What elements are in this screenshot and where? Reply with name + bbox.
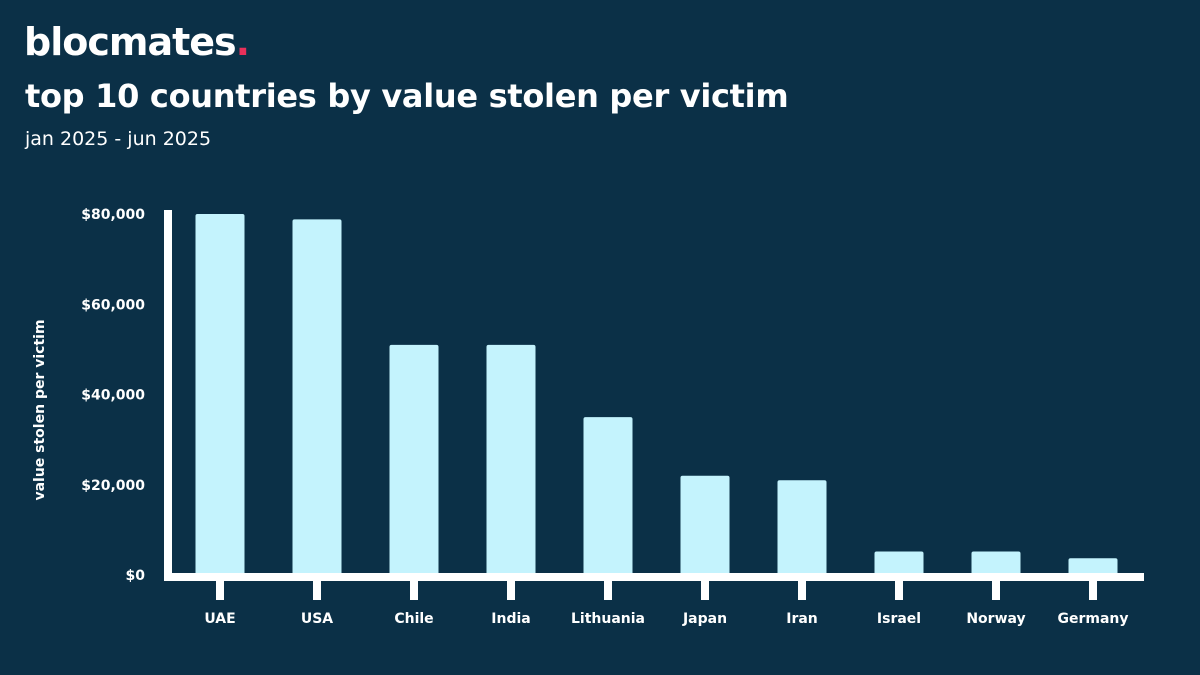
x-tick-mark	[216, 580, 224, 600]
bar-germany	[1068, 558, 1118, 575]
y-axis-line	[164, 210, 172, 580]
y-tick-label: $0	[126, 568, 146, 584]
bar-iran	[777, 480, 827, 575]
x-tick-label: Chile	[394, 611, 433, 627]
x-tick-label: Israel	[877, 611, 921, 627]
y-tick-labels: $0 $20,000 $40,000 $60,000 $80,000	[81, 207, 145, 584]
chart-title: top 10 countries by value stolen per vic…	[25, 77, 789, 115]
x-tick-mark	[604, 580, 612, 600]
x-tick-mark	[1089, 580, 1097, 600]
x-tick-label: India	[491, 611, 530, 627]
x-tick-mark	[410, 580, 418, 600]
chart-subtitle: jan 2025 - jun 2025	[25, 128, 212, 150]
bar-usa	[292, 219, 342, 576]
x-tick-mark	[798, 580, 806, 600]
x-tick-mark	[701, 580, 709, 600]
y-tick-label: $20,000	[81, 478, 145, 494]
y-tick-label: $80,000	[81, 207, 145, 223]
bars-group	[195, 214, 1118, 576]
x-tick-label: Lithuania	[571, 611, 645, 627]
bar-chile	[389, 344, 439, 575]
x-tick-label: Germany	[1057, 611, 1128, 627]
x-axis	[164, 573, 1144, 581]
y-tick-label: $40,000	[81, 388, 145, 404]
bar-lithuania	[583, 417, 633, 575]
x-axis-line	[164, 573, 1144, 581]
x-tick-label: UAE	[204, 611, 235, 627]
bar-india	[486, 344, 536, 575]
y-tick-label: $60,000	[81, 297, 145, 313]
x-tick-mark	[992, 580, 1000, 600]
brand-name: blocmates	[24, 20, 237, 64]
x-tick-label: USA	[301, 611, 333, 627]
x-tick-mark	[895, 580, 903, 600]
x-tick-label: Japan	[682, 611, 727, 627]
x-tick-mark	[507, 580, 515, 600]
brand-logo: blocmates.	[24, 18, 250, 66]
x-tick-label: Norway	[966, 611, 1025, 627]
x-ticks: UAE USA Chile India Lithuania Japan Iran Israel…	[204, 580, 1129, 627]
x-tick-mark	[313, 580, 321, 600]
x-tick-label: Iran	[786, 611, 818, 627]
y-axis	[164, 210, 172, 580]
bar-norway	[971, 551, 1021, 575]
bar-japan	[680, 475, 730, 575]
brand-dot: .	[235, 20, 250, 64]
bar-uae	[195, 214, 245, 575]
y-axis-label: value stolen per victim	[32, 319, 48, 500]
bar-israel	[874, 551, 924, 575]
